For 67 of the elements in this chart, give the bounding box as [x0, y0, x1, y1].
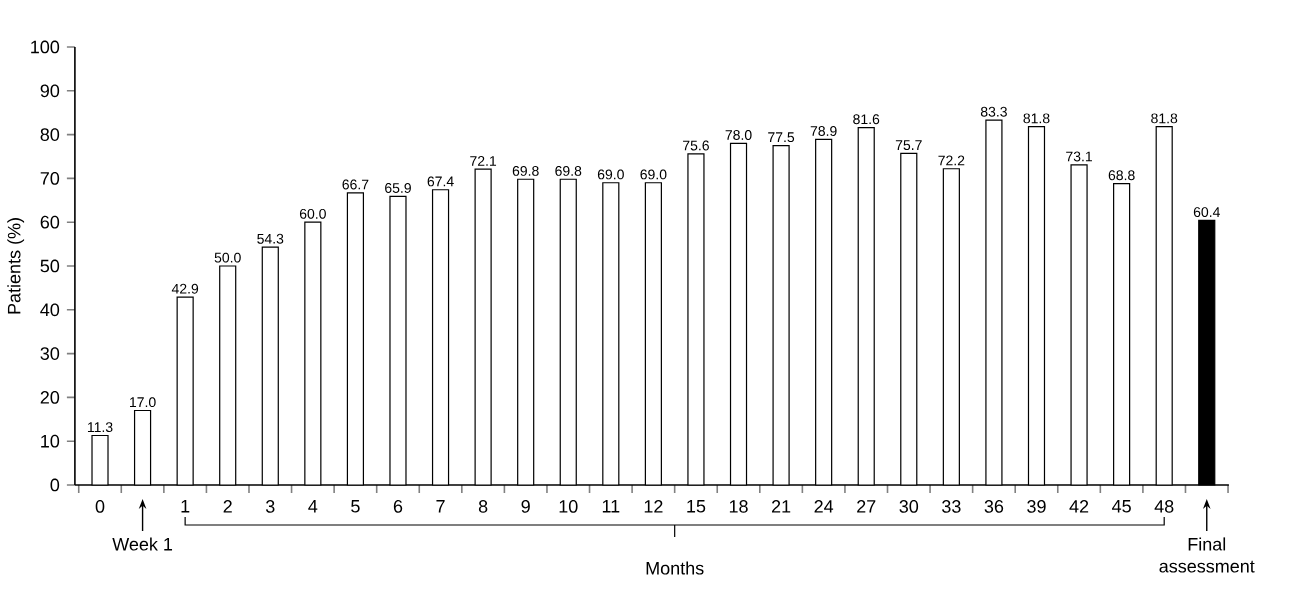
y-tick-label: 80: [40, 128, 60, 141]
x-tick-label: 1: [181, 500, 190, 513]
data-label: 66.7: [342, 179, 369, 190]
text: Final assessment: [1159, 537, 1255, 573]
data-label: 78.0: [725, 130, 752, 140]
data-label: 69.0: [640, 169, 667, 180]
data-label: 54.3: [257, 233, 284, 244]
x-tick-label: 30: [899, 500, 919, 513]
data-label: 60.0: [299, 208, 326, 219]
data-label: 67.4: [427, 176, 454, 187]
x-tick-label: 0: [95, 500, 105, 513]
data-label: 50.0: [214, 252, 241, 263]
x-tick-label: 45: [1112, 500, 1131, 513]
y-tick-label: 40: [40, 303, 60, 317]
data-label: 42.9: [171, 283, 199, 294]
y-tick-label: 70: [40, 172, 60, 185]
x-tick-label: 21: [771, 500, 791, 513]
data-label: 60.4: [1193, 207, 1220, 218]
data-label: 73.1: [1066, 151, 1092, 162]
x-tick-label: 15: [687, 500, 706, 513]
x-tick-label: 10: [559, 500, 578, 513]
data-label: 17.0: [130, 397, 156, 408]
x-tick-label: 27: [857, 500, 876, 513]
data-label: 69.8: [512, 165, 539, 176]
x-tick-label: 36: [984, 500, 1004, 513]
data-label: 65.9: [385, 183, 411, 193]
data-label: 68.8: [1108, 170, 1135, 181]
y-tick-label: 60: [40, 215, 60, 229]
x-tick-label: 11: [602, 500, 620, 513]
x-tick-label: 6: [393, 500, 403, 513]
x-tick-label: 48: [1154, 500, 1174, 513]
y-tick-label: 50: [40, 259, 60, 273]
y-tick-label: 30: [40, 347, 60, 360]
y-tick-label: 90: [40, 84, 60, 98]
data-label: 75.6: [683, 140, 709, 151]
x-tick-label: 9: [521, 500, 530, 513]
data-label: 81.6: [853, 114, 880, 125]
text: Week 1: [112, 537, 173, 551]
data-label: 69.8: [555, 165, 582, 176]
x-tick-label: 5: [351, 500, 360, 513]
x-tick-label: 33: [942, 500, 961, 513]
data-label: 11.3: [87, 422, 113, 433]
y-tick-label: 100: [31, 40, 60, 54]
data-label: 77.5: [768, 132, 795, 143]
x-tick-label: 39: [1027, 500, 1046, 513]
data-label: 72.2: [938, 155, 965, 166]
data-label: 81.8: [1023, 113, 1050, 124]
data-label: 81.8: [1151, 113, 1178, 124]
data-label: 69.0: [597, 169, 624, 180]
data-label: 83.3: [980, 106, 1007, 117]
text: Months: [646, 561, 704, 575]
y-tick-label: 20: [40, 391, 60, 404]
data-label: 75.7: [895, 140, 922, 151]
x-tick-label: 24: [814, 500, 834, 513]
data-label: 72.1: [470, 156, 497, 166]
x-tick-label: 7: [436, 500, 445, 513]
y-axis-title: Patients (%): [7, 218, 25, 314]
x-tick-label: 3: [265, 500, 275, 513]
x-tick-label: 2: [223, 500, 232, 513]
x-tick-label: 42: [1069, 500, 1089, 513]
x-tick-label: 18: [729, 500, 748, 513]
y-tick-label: 0: [50, 478, 60, 492]
x-tick-label: 4: [308, 500, 318, 513]
x-tick-label: 8: [478, 500, 488, 513]
y-tick-label: 10: [41, 434, 60, 448]
data-label: 78.9: [810, 126, 837, 136]
x-tick-label: 12: [644, 500, 663, 513]
